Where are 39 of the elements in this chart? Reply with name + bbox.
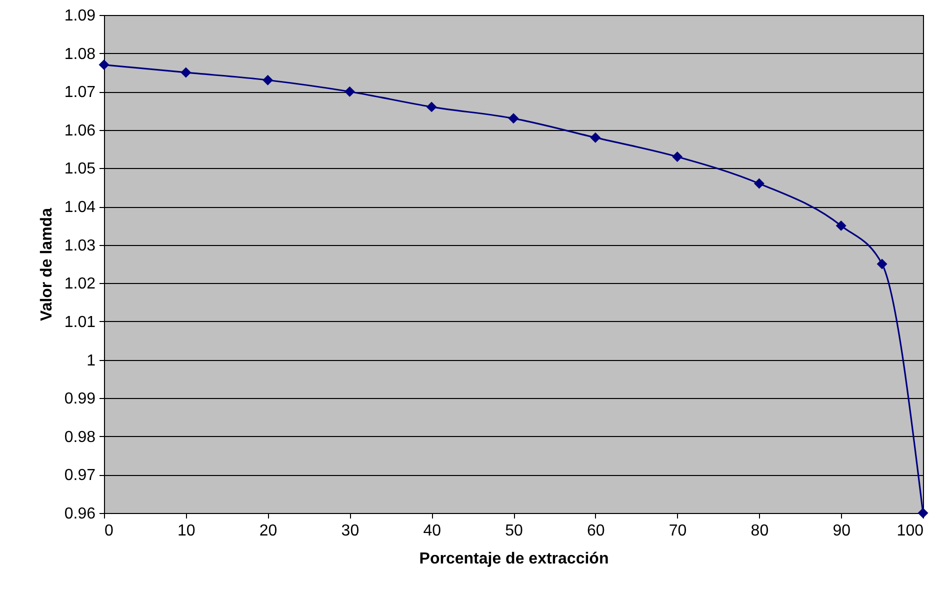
y-tick-label: 1.03 — [64, 237, 96, 254]
point — [836, 220, 846, 231]
point — [672, 151, 683, 162]
y-tick-label: 1.07 — [64, 84, 96, 102]
x-tick-label: 70 — [668, 522, 687, 540]
y-tick-label: 1.01 — [64, 314, 96, 331]
point — [876, 258, 888, 270]
point — [918, 508, 928, 518]
point — [98, 60, 110, 70]
point — [262, 74, 274, 86]
x-tick-label: 10 — [178, 522, 196, 540]
y-tick-label: 1.02 — [64, 276, 96, 293]
point — [508, 113, 519, 124]
x-tick-label: 30 — [341, 522, 360, 540]
x-tick-label: 40 — [423, 522, 442, 540]
point — [344, 86, 355, 97]
x-tick-label: 80 — [750, 522, 769, 540]
x-tick-label: 0 — [104, 522, 114, 540]
point — [426, 102, 437, 112]
y-tick-label: 1 — [86, 352, 96, 370]
x-tick-label: 50 — [505, 522, 523, 540]
y-tick-label: 0.97 — [64, 467, 96, 484]
y-axis-title: Valor de lamda — [38, 208, 56, 321]
x-tick-label: 100 — [896, 522, 924, 540]
point — [180, 67, 192, 78]
x-tick-label: 90 — [832, 522, 851, 540]
y-tick-label: 0.96 — [64, 506, 96, 522]
x-tick-label: 20 — [259, 522, 278, 540]
y-tick-label: 1.08 — [64, 46, 96, 63]
y-tick-label: 1.05 — [64, 160, 96, 178]
x-axis-title: Porcentaje de extracción — [419, 550, 609, 568]
y-tick-label: 1.06 — [64, 122, 96, 140]
point — [590, 132, 601, 143]
y-tick-label: 0.99 — [64, 390, 96, 408]
y-tick-label: 1.09 — [64, 8, 96, 24]
x-tick-label: 60 — [587, 522, 605, 540]
point — [754, 178, 764, 189]
y-tick-label: 0.98 — [64, 428, 96, 446]
y-tick-label: 1.04 — [64, 199, 96, 216]
